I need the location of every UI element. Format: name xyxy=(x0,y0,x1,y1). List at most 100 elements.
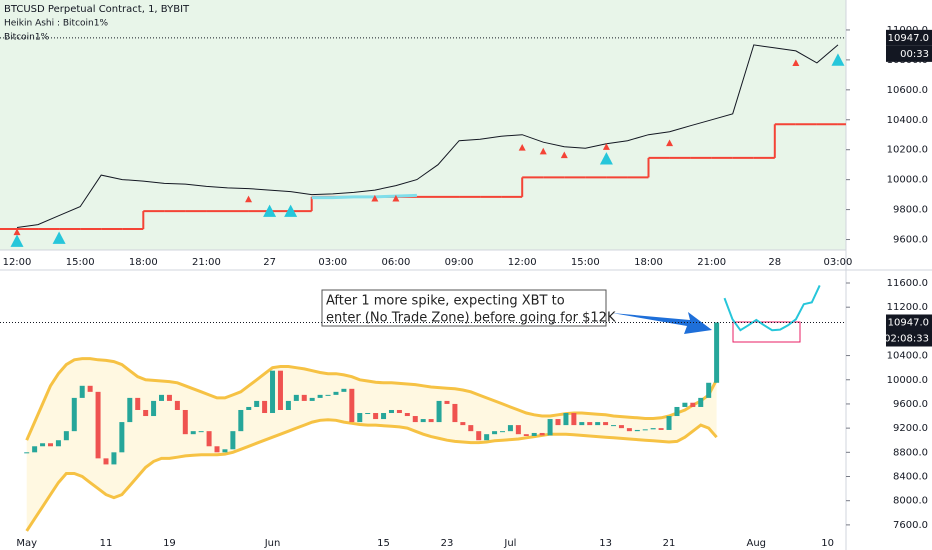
lower-band xyxy=(25,418,718,532)
candle xyxy=(396,409,402,414)
candle xyxy=(468,425,474,432)
candle xyxy=(79,385,85,398)
countdown-label: 00:33 xyxy=(900,49,929,60)
signal-marker xyxy=(52,231,66,244)
candle xyxy=(111,452,117,465)
signal-marker xyxy=(602,143,610,150)
candle xyxy=(618,425,624,429)
countdown-box xyxy=(886,45,932,62)
candle xyxy=(571,413,577,426)
annotation-arrow xyxy=(612,312,712,334)
candle xyxy=(103,458,109,465)
candle xyxy=(309,397,315,401)
candle xyxy=(611,425,617,427)
candle xyxy=(214,446,220,453)
annotation-line: After 1 more spike, expecting XBT to xyxy=(326,294,565,309)
candle xyxy=(55,440,61,447)
last-price-box xyxy=(886,314,932,331)
upper-band xyxy=(25,357,718,441)
annotation-line: enter (No Trade Zone) before going for $… xyxy=(326,311,616,326)
candle xyxy=(484,434,490,441)
candle xyxy=(119,422,125,453)
candle xyxy=(166,394,172,401)
signal-marker xyxy=(13,228,21,236)
countdown-label: 02:08:33 xyxy=(884,333,929,344)
y-tick-label: 10200.0 xyxy=(887,145,928,156)
back-layer xyxy=(0,0,846,531)
candle xyxy=(40,443,46,447)
signal-marker xyxy=(518,143,526,151)
x-tick-label: Jul xyxy=(503,538,516,549)
last-price-label: 10947.0 xyxy=(888,33,929,44)
candle xyxy=(658,428,664,430)
projection-line xyxy=(723,284,821,332)
last-price-box xyxy=(886,29,932,46)
x-tick-label: 18:00 xyxy=(634,257,663,268)
candle xyxy=(174,400,180,410)
x-tick-label: 15:00 xyxy=(66,257,95,268)
candle xyxy=(642,429,648,431)
candle xyxy=(143,409,149,417)
x-tick-label: 11 xyxy=(100,538,113,549)
y-tick-label: 10400.0 xyxy=(887,351,928,362)
no-trade-zone xyxy=(732,321,801,343)
candle xyxy=(698,397,704,407)
plot-background xyxy=(0,0,846,250)
candle xyxy=(452,403,458,423)
candle xyxy=(381,413,387,420)
chart-subtitle: Heikin Ashi : Bitcoin1% xyxy=(4,19,108,29)
candle xyxy=(190,431,196,435)
band-fill xyxy=(26,358,717,531)
x-tick-label: 03:00 xyxy=(318,257,347,268)
candle xyxy=(500,431,505,433)
candle xyxy=(634,429,640,432)
x-tick-label: 27 xyxy=(263,257,276,268)
y-tick-label: 8000.0 xyxy=(893,496,928,507)
candle xyxy=(285,400,291,410)
candle xyxy=(325,394,331,396)
signal-marker xyxy=(599,152,613,165)
candle xyxy=(87,385,93,392)
candle xyxy=(63,431,69,441)
candle xyxy=(476,431,482,441)
candle xyxy=(135,397,141,410)
y-tick-label: 9600.0 xyxy=(893,399,928,410)
candle xyxy=(650,428,656,430)
countdown-box xyxy=(886,330,932,347)
candle xyxy=(151,400,157,417)
x-tick-label: 12:00 xyxy=(3,257,32,268)
candle xyxy=(254,400,260,407)
candle xyxy=(587,422,593,426)
price-line xyxy=(16,44,839,228)
y-tick-label: 10600.0 xyxy=(887,85,928,96)
candle xyxy=(127,397,133,423)
chart-subtitle: Bitcoin1% xyxy=(4,33,50,43)
candle xyxy=(333,391,339,395)
candle xyxy=(32,446,38,453)
candle xyxy=(492,431,498,435)
candle xyxy=(159,394,165,401)
candle xyxy=(222,449,228,453)
signal-marker xyxy=(245,195,253,203)
candle xyxy=(404,413,410,417)
price-line xyxy=(311,193,417,200)
x-tick-label: 15 xyxy=(377,538,390,549)
candle xyxy=(373,413,379,420)
x-tick-label: Aug xyxy=(746,538,766,549)
candle xyxy=(206,431,212,447)
candle xyxy=(317,394,323,398)
candle xyxy=(341,388,347,392)
signal-marker xyxy=(792,59,800,67)
y-tick-label: 10400.0 xyxy=(887,115,928,126)
candle xyxy=(365,413,371,415)
candle xyxy=(579,422,585,426)
x-tick-label: Jun xyxy=(264,538,281,549)
candle xyxy=(24,452,30,454)
candle xyxy=(714,322,720,383)
candle xyxy=(436,400,442,423)
y-tick-label: 11600.0 xyxy=(887,278,928,289)
candle xyxy=(349,388,355,423)
chart-title: BTCUSD Perpetual Contract, 1, BYBIT xyxy=(4,4,190,15)
y-tick-label: 8400.0 xyxy=(893,472,928,483)
candle xyxy=(603,422,609,426)
